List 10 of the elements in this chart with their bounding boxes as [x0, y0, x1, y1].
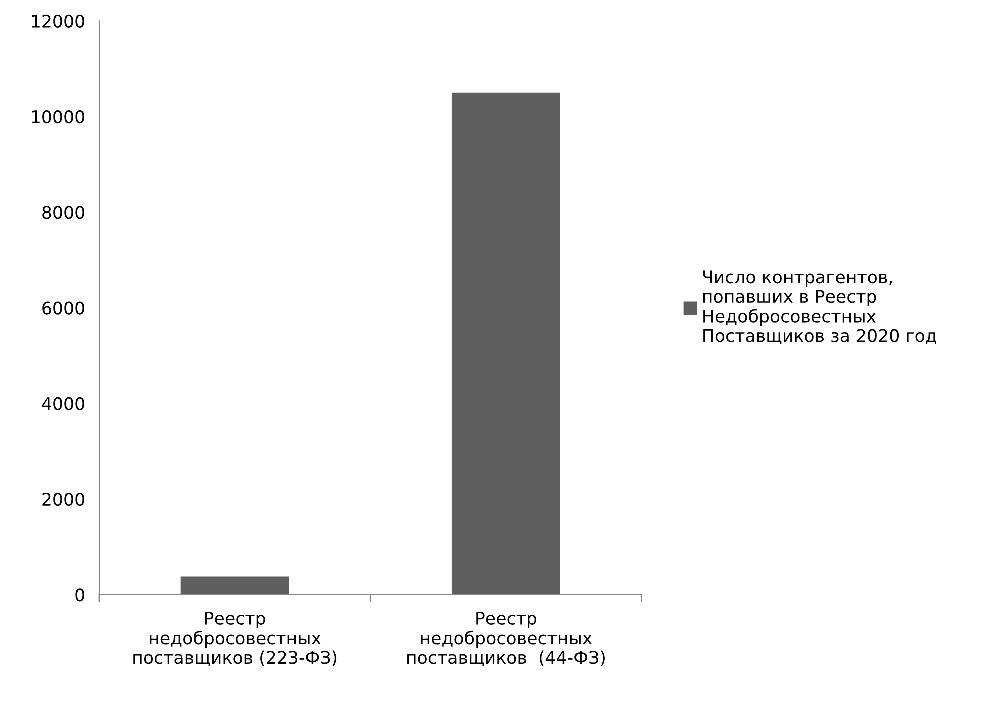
- y-tick-label: 10000: [32, 110, 84, 124]
- x-tick-label: Реестр недобросовестных поставщиков (44-ФЗ): [408, 612, 605, 666]
- y-tick-label: 6000: [42, 302, 84, 315]
- y-tick-label: 4000: [42, 397, 84, 410]
- x-tick-label: Реестр недобросовестных поставщиков (223-ФЗ): [134, 612, 337, 666]
- y-tick-label: 2000: [42, 492, 84, 506]
- y-tick-label: 8000: [42, 206, 84, 220]
- y-tick-label: 12000: [32, 14, 84, 28]
- legend-label: Число контрагентов, попавших в Реестр Недобросовестных Поставщиков за 2020 год: [703, 270, 937, 345]
- y-tick-label: 0: [76, 588, 84, 602]
